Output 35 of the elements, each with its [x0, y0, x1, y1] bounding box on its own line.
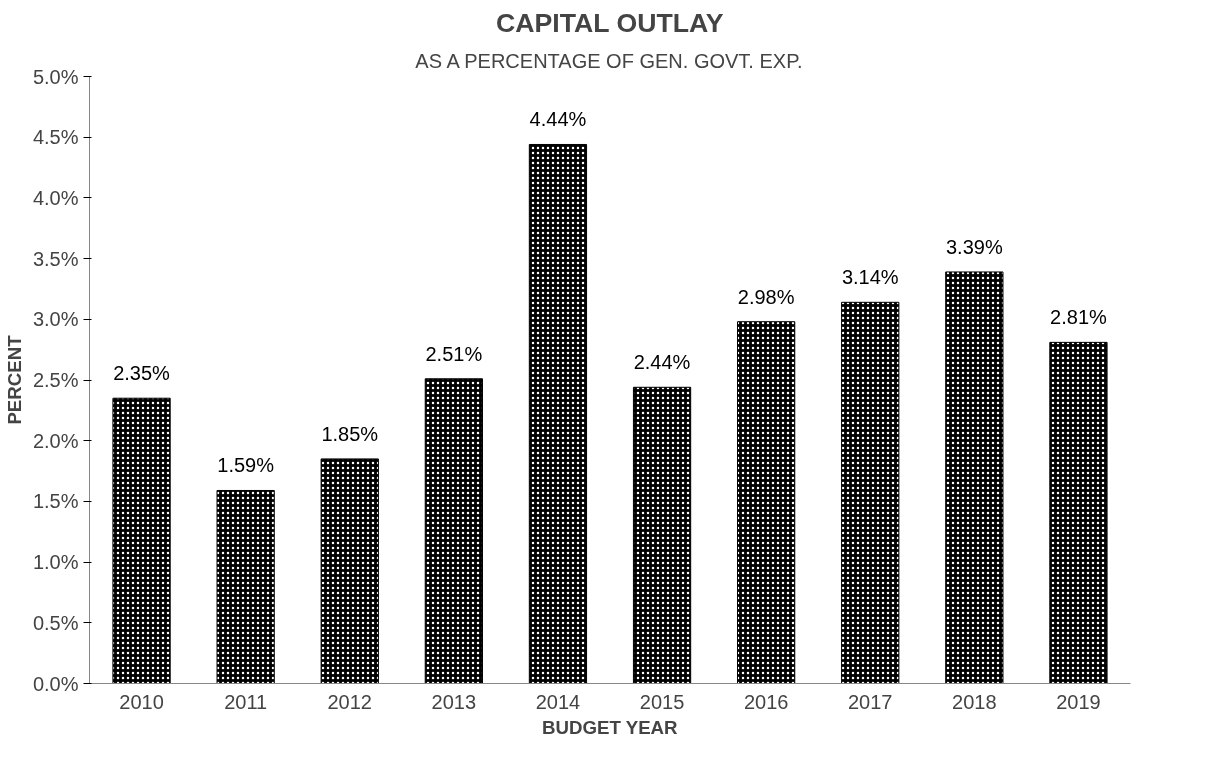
- data-label: 2.51%: [425, 342, 483, 365]
- y-tick-label: 1.5%: [32, 490, 79, 513]
- x-tick-label: 2011: [224, 690, 268, 713]
- x-tick-label: 2017: [848, 690, 893, 713]
- y-tick-label: 2.0%: [32, 429, 79, 452]
- data-label: 4.44%: [529, 108, 587, 131]
- data-label: 2.98%: [737, 285, 795, 308]
- y-tick-label: 4.0%: [32, 186, 79, 209]
- x-tick-label: 2018: [952, 690, 997, 713]
- data-label: 1.85%: [321, 422, 379, 445]
- chart-title: CAPITAL OUTLAY: [495, 7, 724, 38]
- chart-subtitle: AS A PERCENTAGE OF GEN. GOVT. EXP.: [415, 49, 803, 72]
- x-tick-label: 2013: [431, 690, 477, 713]
- y-tick-label: 1.0%: [32, 551, 79, 574]
- data-label: 2.35%: [113, 362, 171, 385]
- y-tick-label: 0.5%: [32, 611, 79, 634]
- data-label: 3.39%: [946, 235, 1003, 258]
- data-label: 1.59%: [217, 454, 275, 477]
- data-label: 3.14%: [841, 266, 899, 289]
- x-tick-label: 2015: [639, 690, 685, 713]
- x-tick-label: 2014: [535, 690, 581, 713]
- y-tick-label: 4.5%: [32, 126, 79, 149]
- y-tick-label: 0.0%: [32, 672, 79, 695]
- data-label: 2.81%: [1050, 306, 1108, 329]
- x-tick-label: 2019: [1056, 690, 1101, 713]
- y-tick-label: 5.0%: [32, 65, 79, 88]
- x-axis-title: BUDGET YEAR: [542, 716, 679, 738]
- x-tick-label: 2016: [743, 690, 789, 713]
- y-axis-title: PERCENT: [3, 334, 25, 425]
- x-tick-label: 2010: [119, 690, 164, 713]
- y-tick-label: 3.0%: [32, 308, 79, 331]
- data-label: 2.44%: [633, 351, 691, 374]
- x-tick-label: 2012: [327, 690, 372, 713]
- y-tick-label: 3.5%: [32, 247, 79, 270]
- y-tick-label: 2.5%: [32, 369, 79, 391]
